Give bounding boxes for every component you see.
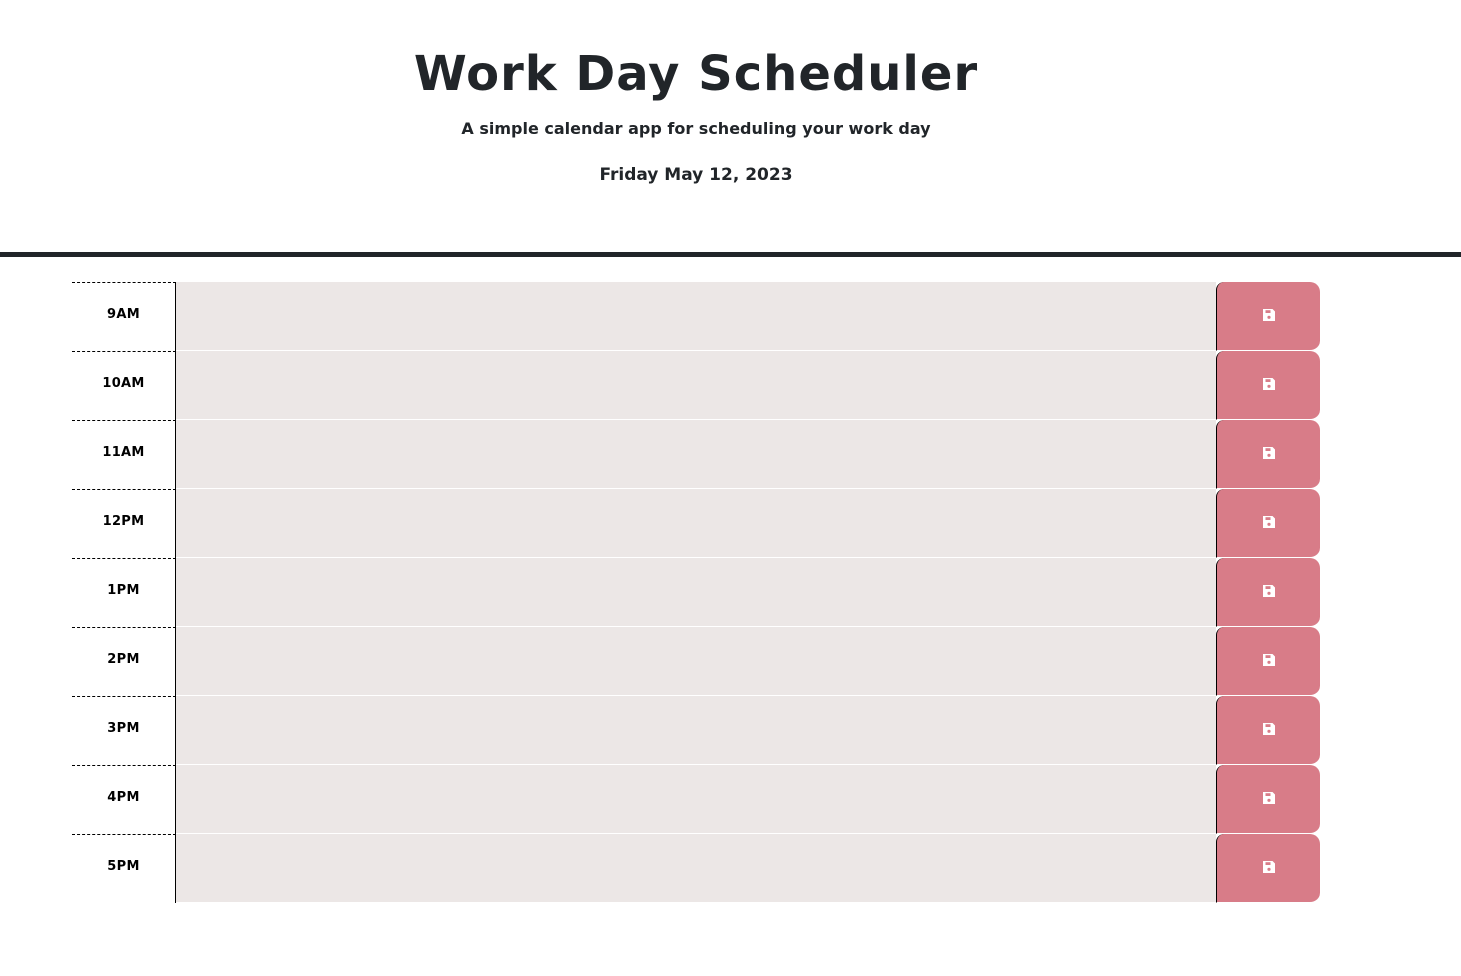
hour-label: 1PM bbox=[72, 558, 176, 627]
event-description-input[interactable] bbox=[176, 765, 1216, 834]
floppy-disk-icon bbox=[1262, 653, 1276, 667]
time-block-row: 1PM bbox=[72, 558, 1320, 627]
hour-label: 12PM bbox=[72, 489, 176, 558]
event-description-input[interactable] bbox=[176, 627, 1216, 696]
event-description-input[interactable] bbox=[176, 282, 1216, 351]
floppy-disk-icon bbox=[1262, 308, 1276, 322]
hour-label: 2PM bbox=[72, 627, 176, 696]
save-button[interactable] bbox=[1216, 696, 1320, 765]
hour-label: 9AM bbox=[72, 282, 176, 351]
event-description-input[interactable] bbox=[176, 489, 1216, 558]
floppy-disk-icon bbox=[1262, 860, 1276, 874]
page-title: Work Day Scheduler bbox=[413, 46, 979, 102]
floppy-disk-icon bbox=[1262, 791, 1276, 805]
event-description-input[interactable] bbox=[176, 420, 1216, 489]
current-date: Friday May 12, 2023 bbox=[599, 165, 793, 185]
floppy-disk-icon bbox=[1262, 446, 1276, 460]
time-block-row: 11AM bbox=[72, 420, 1320, 489]
time-block-row: 4PM bbox=[72, 765, 1320, 834]
save-button[interactable] bbox=[1216, 351, 1320, 420]
event-description-input[interactable] bbox=[176, 834, 1216, 903]
hour-label: 11AM bbox=[72, 420, 176, 489]
floppy-disk-icon bbox=[1262, 584, 1276, 598]
time-block-row: 9AM bbox=[72, 282, 1320, 351]
time-block-row: 12PM bbox=[72, 489, 1320, 558]
save-button[interactable] bbox=[1216, 420, 1320, 489]
event-description-input[interactable] bbox=[176, 351, 1216, 420]
floppy-disk-icon bbox=[1262, 377, 1276, 391]
save-button[interactable] bbox=[1216, 489, 1320, 558]
save-button[interactable] bbox=[1216, 765, 1320, 834]
event-description-input[interactable] bbox=[176, 696, 1216, 765]
hour-label: 10AM bbox=[72, 351, 176, 420]
page-subtitle: A simple calendar app for scheduling you… bbox=[461, 119, 931, 138]
floppy-disk-icon bbox=[1262, 515, 1276, 529]
hour-label: 4PM bbox=[72, 765, 176, 834]
time-block-row: 5PM bbox=[72, 834, 1320, 903]
save-button[interactable] bbox=[1216, 627, 1320, 696]
time-block-row: 2PM bbox=[72, 627, 1320, 696]
save-button[interactable] bbox=[1216, 558, 1320, 627]
hour-label: 3PM bbox=[72, 696, 176, 765]
page-header: Work Day Scheduler A simple calendar app… bbox=[0, 0, 1461, 257]
event-description-input[interactable] bbox=[176, 558, 1216, 627]
hour-label: 5PM bbox=[72, 834, 176, 903]
floppy-disk-icon bbox=[1262, 722, 1276, 736]
save-button[interactable] bbox=[1216, 834, 1320, 903]
save-button[interactable] bbox=[1216, 282, 1320, 351]
schedule-container: 9AM 10AM 11AM 12PM 1PM 2PM 3PM 4PM 5PM bbox=[72, 282, 1320, 903]
time-block-row: 3PM bbox=[72, 696, 1320, 765]
time-block-row: 10AM bbox=[72, 351, 1320, 420]
